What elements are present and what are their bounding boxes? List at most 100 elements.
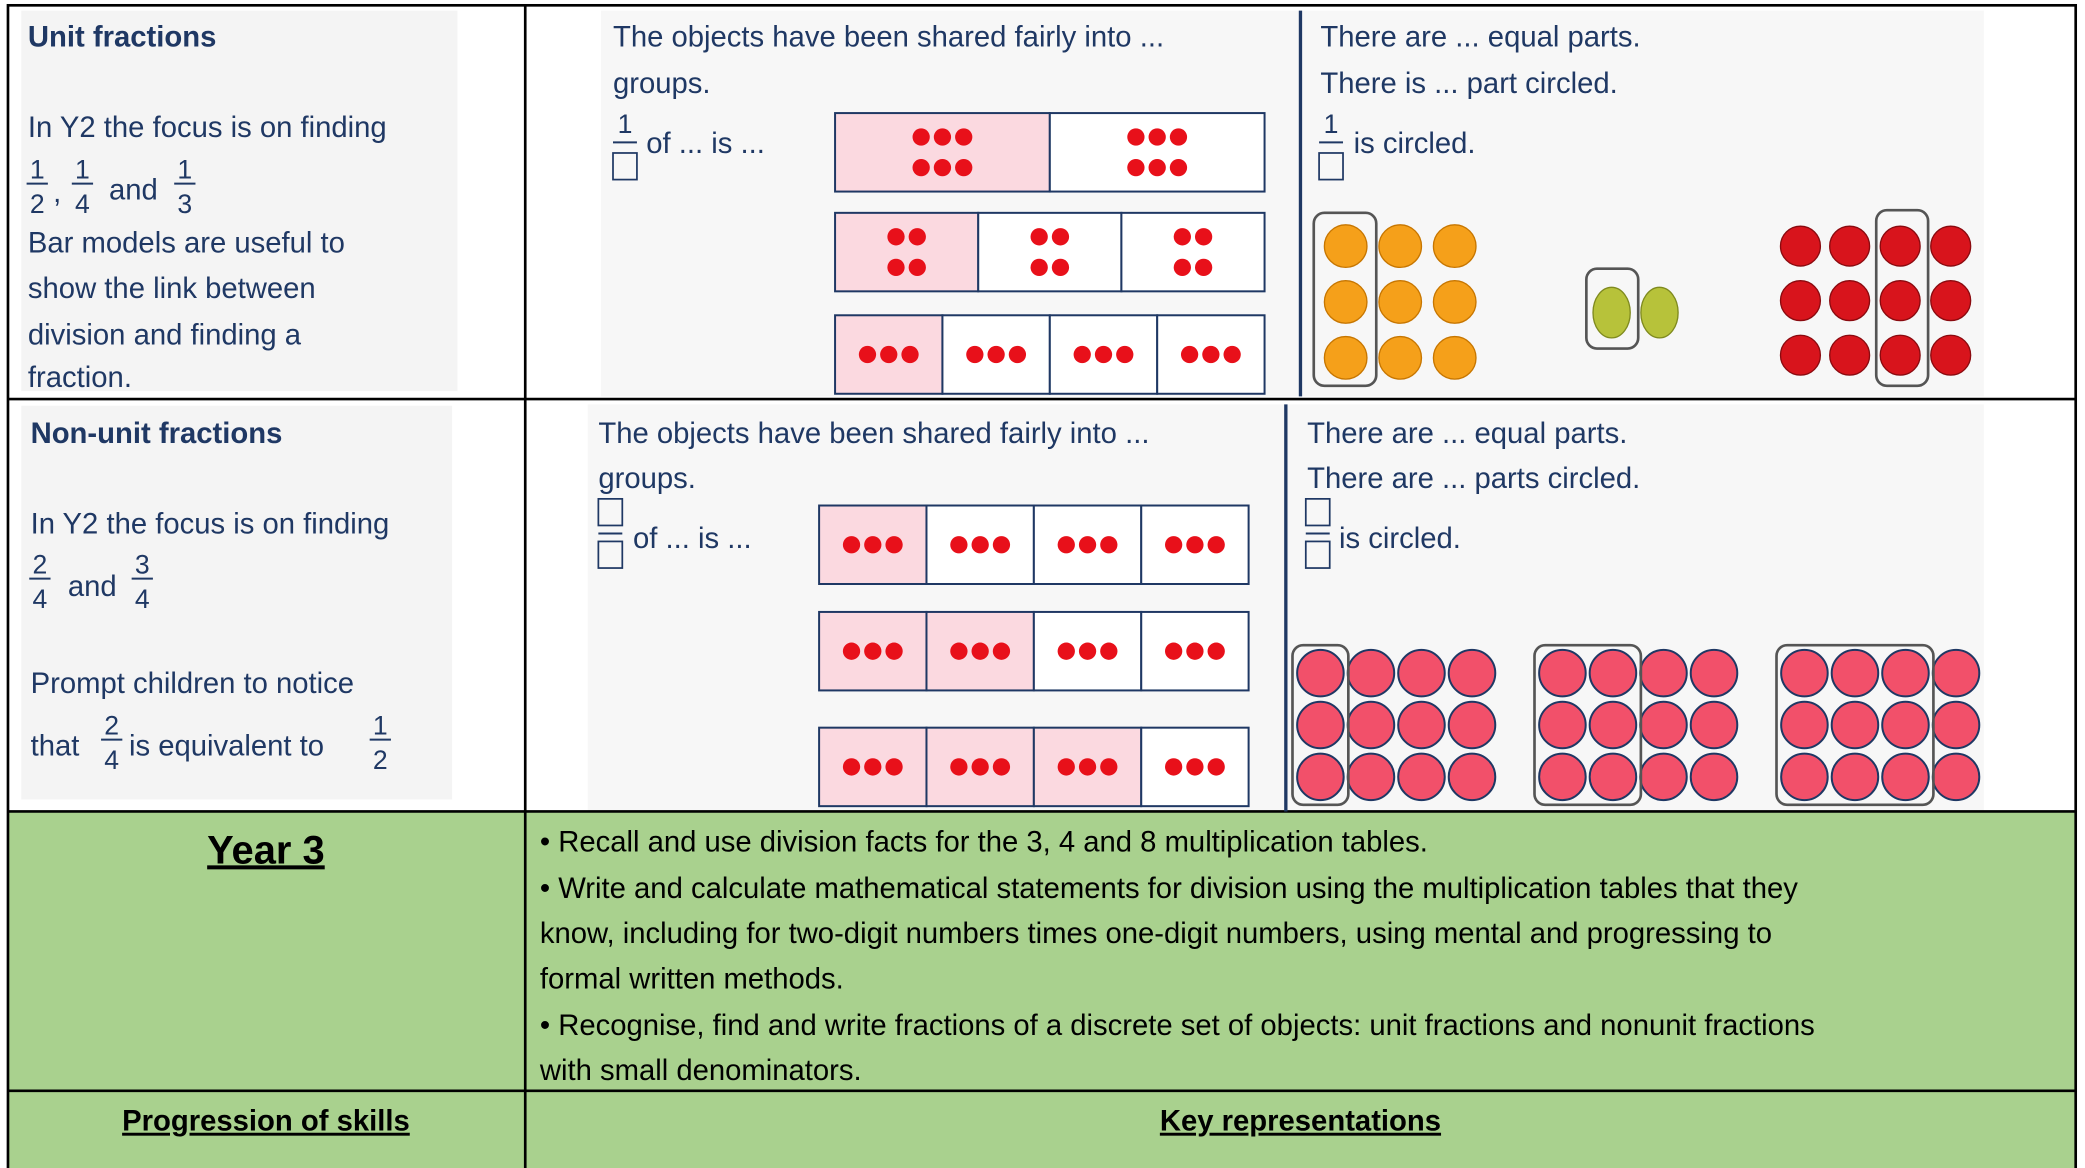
- text: Bar models are useful to: [28, 228, 345, 260]
- text: There are ... equal parts.: [1307, 418, 1627, 450]
- counter: [1346, 752, 1396, 802]
- dot: [864, 758, 882, 776]
- counter: [1881, 752, 1930, 802]
- apple: [1930, 225, 1972, 267]
- denominator: 4: [75, 189, 90, 219]
- bar-cell: [1048, 112, 1266, 193]
- circling: [1533, 643, 1643, 807]
- bullet-line: • Write and calculate mathematical state…: [540, 873, 1798, 905]
- text: There is ... part circled.: [1320, 68, 1617, 100]
- apple: [1930, 334, 1972, 376]
- text: fraction.: [28, 362, 132, 394]
- blank-box: [597, 540, 624, 569]
- border: [6, 3, 2078, 1168]
- dot: [1078, 758, 1097, 776]
- pear: [1592, 286, 1631, 339]
- text: show the link between: [28, 273, 316, 305]
- dot: [1057, 536, 1075, 554]
- apple: [1930, 280, 1972, 322]
- numerator: 1: [618, 109, 633, 139]
- dot: [908, 258, 926, 277]
- heading: Non-unit fractions: [31, 418, 283, 450]
- circling: [1291, 643, 1350, 807]
- numerator: 1: [30, 154, 45, 184]
- blank-box: [612, 152, 638, 181]
- counter: [1639, 700, 1688, 750]
- dot: [992, 758, 1011, 776]
- counter: [1830, 752, 1880, 802]
- circling: [1874, 208, 1930, 388]
- counter: [1447, 648, 1497, 698]
- apple: [1879, 334, 1921, 376]
- dot: [1051, 258, 1070, 277]
- numerator: 1: [177, 154, 192, 184]
- denominator: 2: [30, 189, 45, 219]
- apple: [1879, 225, 1921, 267]
- dot: [1173, 258, 1191, 277]
- counter: [1639, 648, 1688, 698]
- counter: [1447, 752, 1497, 802]
- dot: [1148, 158, 1166, 177]
- circling: [1312, 211, 1378, 388]
- dot: [1073, 345, 1091, 364]
- dot: [885, 536, 903, 554]
- orange: [1432, 224, 1477, 269]
- counter: [1588, 700, 1638, 750]
- footer-heading: Progression of skills: [122, 1106, 410, 1138]
- counter: [1881, 700, 1930, 750]
- dot: [992, 642, 1011, 660]
- bar-cell: [925, 726, 1035, 808]
- apple: [1829, 334, 1871, 376]
- orange: [1323, 335, 1368, 380]
- dot: [971, 642, 989, 660]
- text: The objects have been shared fairly into…: [598, 418, 1149, 450]
- dot: [887, 228, 905, 246]
- counter: [1931, 648, 1981, 698]
- orange: [1378, 335, 1423, 380]
- dot: [1100, 536, 1118, 554]
- dot: [1116, 345, 1134, 364]
- dot: [901, 345, 919, 364]
- dot: [912, 158, 930, 177]
- dot: [912, 128, 930, 146]
- dot: [1207, 642, 1225, 660]
- text: and: [68, 571, 117, 603]
- footer-heading: Key representations: [1160, 1106, 1441, 1138]
- text: that: [31, 731, 80, 763]
- bullet-line: • Recognise, find and write fractions of…: [540, 1010, 1815, 1042]
- counter: [1830, 700, 1880, 750]
- pear: [1640, 286, 1679, 339]
- panel: [21, 10, 458, 392]
- dot: [1202, 345, 1220, 364]
- bullet-line: formal written methods.: [540, 963, 844, 995]
- bullet-line: • Recall and use division facts for the …: [540, 826, 1428, 858]
- denominator: 2: [373, 745, 388, 775]
- dot: [1094, 345, 1113, 364]
- text: and: [109, 175, 158, 207]
- text: Prompt children to notice: [31, 668, 354, 700]
- dot: [1186, 536, 1204, 554]
- text: is circled.: [1339, 523, 1461, 555]
- dot: [1127, 158, 1145, 177]
- counter: [1780, 648, 1829, 698]
- numerator: 3: [135, 549, 150, 579]
- apple: [1779, 334, 1822, 376]
- dot: [842, 642, 861, 660]
- blank-box: [1304, 497, 1331, 527]
- text: ,: [53, 177, 61, 209]
- denominator: 3: [177, 189, 192, 219]
- dot: [1165, 642, 1183, 660]
- dot: [1148, 128, 1166, 146]
- dot: [1207, 758, 1225, 776]
- dot: [864, 642, 882, 660]
- counter: [1346, 648, 1396, 698]
- dot: [842, 536, 861, 554]
- dot: [1100, 642, 1118, 660]
- text: The objects have been shared fairly into…: [613, 22, 1164, 54]
- green-band: [7, 811, 2076, 1168]
- dot: [1186, 758, 1204, 776]
- year-title: Year 3: [207, 828, 325, 872]
- counter: [1296, 752, 1345, 802]
- dot: [1194, 228, 1213, 246]
- counter: [1346, 700, 1396, 750]
